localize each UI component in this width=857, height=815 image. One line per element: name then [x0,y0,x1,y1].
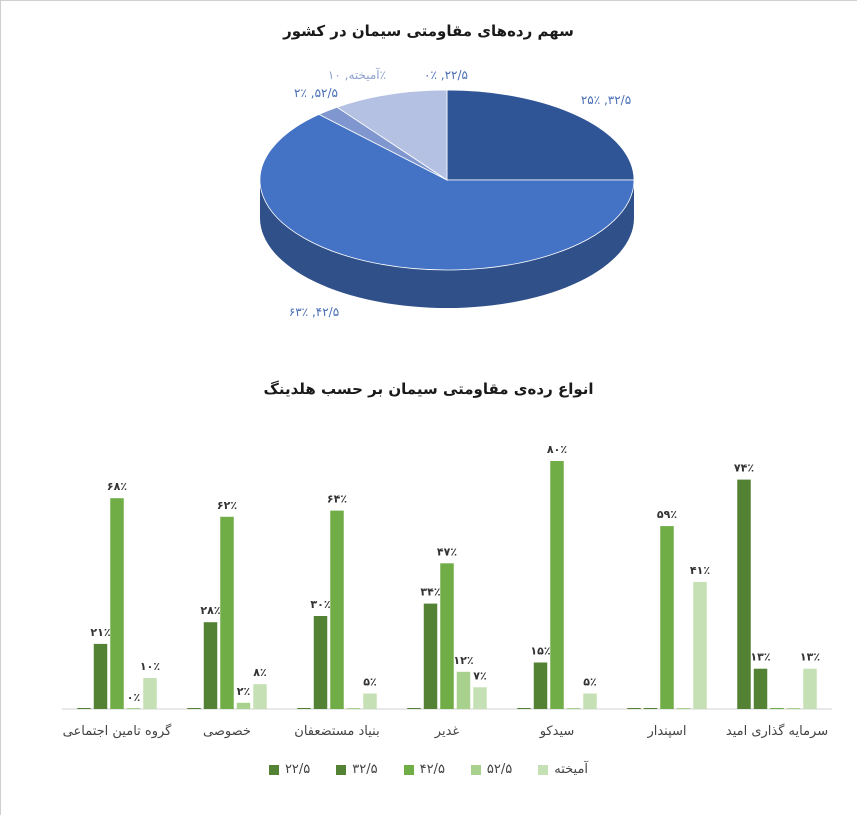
bar-data-label-5-4: ۴۱٪ [690,564,710,577]
category-label-3: غدیر [434,724,460,739]
bar-data-label-1-4: ۸٪ [253,666,266,679]
frame-left-border [0,0,1,815]
bar-6-3 [786,708,801,709]
bar-0-0 [77,708,91,709]
bar-2-2 [330,510,344,709]
pie-data-label-2: ۲٪ ,۵۲/۵ [294,86,338,100]
category-label-2: بنیاد مستضعفان [294,724,379,739]
bar-5-2 [660,526,674,709]
legend-item-1: ۳۲/۵ [336,762,378,777]
bar-3-4 [473,687,487,709]
bar-6-4 [803,668,817,709]
category-label-6: سرمایه گذاری امید [726,723,828,739]
pie-slice-1 [259,113,635,271]
bar-data-label-6-1: ۱۳٪ [750,651,770,664]
frame-top-border [0,0,857,1]
bar-2-4 [363,693,377,709]
bar-data-label-3-3: ۱۲٪ [453,654,473,667]
bar-1-3 [236,702,251,709]
bar-data-label-2-1: ۳۰٪ [310,598,330,611]
bar-2-0 [297,708,311,709]
bar-data-label-1-2: ۶۲٪ [217,499,237,512]
pie-data-label-1: ۶۳٪ ,۴۲/۵ [289,305,339,319]
bar-data-label-0-3: ۰٪ [127,691,140,704]
bar-6-1 [753,668,768,709]
bar-0-3 [126,708,141,709]
legend-swatch-3 [470,764,481,775]
bar-data-label-3-2: ۴۷٪ [437,545,457,558]
legend-label-2: ۴۲/۵ [419,762,445,777]
bar-chart-title: انواع رده‌ی مقاومتی سیمان بر حسب هلدینگ [263,380,594,398]
bar-1-4 [253,684,267,709]
pie-chart-title: سهم رده‌های مقاومتی سیمان در کشور [283,22,574,40]
legend-swatch-4 [538,764,549,775]
bar-data-label-5-2: ۵۹٪ [657,508,677,521]
bar-5-1 [643,708,658,709]
pie-data-label-4: ۰٪ ,۲۲/۵ [424,68,468,82]
bar-1-2 [220,516,234,709]
bar-3-1 [423,603,438,709]
legend-swatch-2 [403,764,414,775]
bar-data-label-4-4: ۵٪ [583,676,596,689]
bar-data-label-2-4: ۵٪ [363,676,376,689]
bar-chart-legend: ۲۲/۵ ۳۲/۵ ۴۲/۵ ۵۲/۵ آمیخته [0,762,857,777]
category-label-4: سیدکو [539,724,575,739]
bar-data-label-1-1: ۲۸٪ [200,604,220,617]
bar-3-3 [456,671,471,709]
bar-data-label-6-0: ۷۴٪ [734,462,754,475]
bar-6-0 [737,479,751,709]
legend-item-0: ۲۲/۵ [268,762,311,777]
bar-5-4 [693,581,707,709]
bar-5-0 [627,708,641,709]
bar-data-label-3-1: ۳۴٪ [420,586,440,599]
bar-data-label-4-2: ۸۰٪ [547,443,567,456]
bar-5-3 [676,708,691,709]
bar-0-2 [110,498,124,709]
legend-label-3: ۵۲/۵ [486,762,513,777]
bar-data-label-2-2: ۶۴٪ [327,493,347,506]
bar-0-1 [93,643,108,709]
bar-1-0 [187,708,201,709]
bar-4-4 [583,693,597,709]
pie-slice-0 [446,89,635,181]
bar-4-2 [550,461,564,709]
legend-label-0: ۲۲/۵ [284,762,311,777]
bar-data-label-4-1: ۱۵٪ [530,645,550,658]
bar-1-1 [203,622,218,709]
category-label-0: گروه تامین اجتماعی [63,723,173,739]
pie-slice-3 [336,89,448,181]
bar-4-0 [517,708,531,709]
bar-4-3 [566,708,581,709]
bar-6-2 [770,708,784,709]
bar-data-label-0-2: ۶۸٪ [107,480,127,493]
legend-swatch-0 [268,764,279,775]
bar-data-label-3-4: ۷٪ [473,669,486,682]
legend-label-1: ۳۲/۵ [352,762,378,777]
bar-2-3 [346,708,361,709]
pie-data-label-3: آمیخته, ۱۰٪ [328,67,386,82]
bar-data-label-6-4: ۱۳٪ [800,651,820,664]
pie-side-wall-1 [260,180,634,308]
legend-item-2: ۴۲/۵ [403,762,445,777]
bar-4-1 [533,662,548,709]
legend-item-4: آمیخته [538,762,588,777]
legend-label-4: آمیخته [554,762,589,777]
bar-data-label-0-1: ۲۱٪ [90,626,110,639]
bar-3-0 [407,708,421,709]
legend-swatch-1 [336,764,347,775]
bar-data-label-1-3: ۲٪ [237,685,250,698]
legend-item-3: ۵۲/۵ [470,762,513,777]
bar-2-1 [313,616,328,709]
pie-data-label-0: ۲۵٪ ,۳۲/۵ [581,93,631,107]
category-label-5: اسپندار [646,724,686,739]
bar-3-2 [440,563,454,709]
category-label-1: خصوصی [203,724,251,739]
bar-data-label-0-4: ۱۰٪ [140,660,160,673]
bar-0-4 [143,678,157,709]
